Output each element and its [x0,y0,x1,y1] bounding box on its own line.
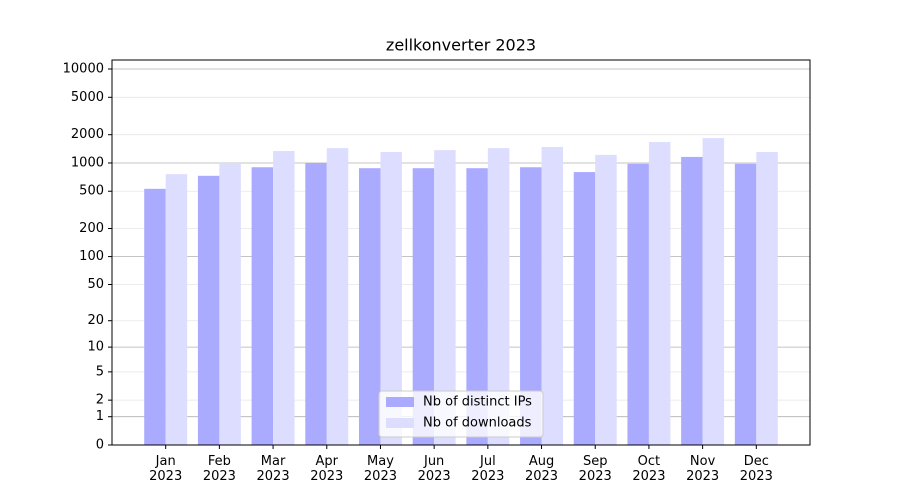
x-tick-label: Oct 2023 [632,454,665,484]
bar [627,163,649,445]
x-tick-label: Mar 2023 [257,454,290,484]
bar [380,151,402,446]
x-tick-label: Sep 2023 [579,454,612,484]
bar [541,146,564,445]
bar [487,148,510,446]
x-tick-label: Jun 2023 [418,454,451,484]
y-tick-label: 10000 [63,62,104,77]
legend-label: Nb of downloads [423,416,532,431]
y-tick-label: 0 [96,438,104,453]
bar [756,151,778,446]
x-tick-label: Nov 2023 [686,454,719,484]
bar [197,175,220,445]
y-tick-label: 100 [79,249,104,264]
chart-title: zellkonverter 2023 [386,36,536,55]
y-tick-label: 10 [87,340,104,355]
y-tick-label: 5000 [71,90,104,105]
bar [165,174,188,445]
x-tick-label: Dec 2023 [740,454,773,484]
bar [412,168,435,445]
y-tick-label: 200 [79,221,104,236]
y-tick-label: 2 [96,393,104,408]
bar [219,162,241,446]
bar [358,168,381,445]
bar [273,151,295,445]
y-tick-label: 500 [79,184,104,199]
y-tick-label: 20 [87,313,104,328]
legend-label: Nb of distinct IPs [423,395,532,410]
legend-box [378,390,544,438]
bar [573,172,596,446]
bar [305,162,327,446]
bar [520,167,542,446]
y-tick-label: 2000 [71,127,104,142]
bar [648,142,671,445]
plot-frame [111,59,811,446]
bar [734,163,757,445]
x-tick-label: Aug 2023 [525,454,558,484]
x-tick-label: May 2023 [364,454,397,484]
legend-swatch [386,397,414,407]
bar [434,150,456,445]
x-tick-label: Feb 2023 [203,454,236,484]
y-tick-label: 5 [96,364,104,379]
bar [326,148,349,446]
y-tick-label: 1 [96,409,104,424]
x-tick-label: Apr 2023 [310,454,343,484]
y-tick-label: 1000 [71,155,104,170]
bar [681,156,703,445]
y-tick-label: 50 [87,277,104,292]
legend-swatch [386,418,414,428]
bar [595,154,617,446]
bar [702,138,725,445]
bar [466,168,488,445]
bar [144,188,166,446]
x-tick-label: Jul 2023 [471,454,504,484]
x-tick-label: Jan 2023 [149,454,182,484]
bar [251,167,274,446]
legend: Nb of distinct IPs Nb of downloads [378,390,544,438]
